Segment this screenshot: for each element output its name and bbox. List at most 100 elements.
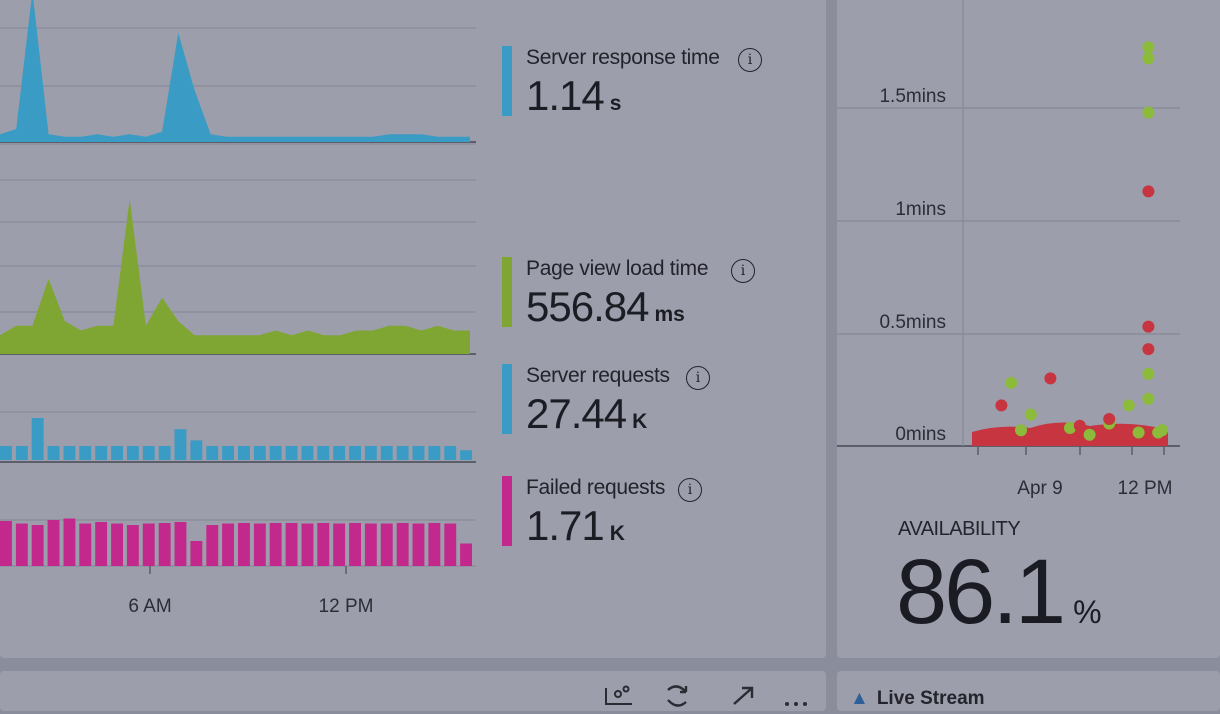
area-path <box>0 0 470 142</box>
info-icon[interactable]: i <box>678 478 702 502</box>
bar <box>79 446 92 460</box>
info-icon[interactable]: i <box>738 48 762 72</box>
bar <box>15 523 28 566</box>
more-icon[interactable] <box>782 684 812 714</box>
bar <box>380 523 393 566</box>
bar <box>142 446 155 460</box>
scatter-point <box>1064 422 1076 434</box>
duration-panel <box>837 0 1220 658</box>
bar <box>206 446 219 460</box>
scatter-y-label: 1mins <box>895 199 946 220</box>
scatter-y-label: 0.5mins <box>879 312 946 333</box>
bar <box>31 525 44 566</box>
bar <box>317 523 330 566</box>
expand-icon[interactable] <box>730 684 756 714</box>
scatter-icon[interactable] <box>604 684 634 714</box>
refresh-icon[interactable] <box>662 684 692 714</box>
bar <box>380 446 393 460</box>
scatter-point <box>1142 320 1155 333</box>
bar <box>111 446 123 460</box>
scatter-point <box>1015 424 1027 437</box>
metric-value: 556.84 ms <box>526 283 685 330</box>
availability-label: AVAILABILITY <box>898 518 1021 540</box>
metric-label: Failed requests <box>526 476 666 499</box>
bar <box>428 523 441 566</box>
bar <box>158 446 171 460</box>
time-axis-label: 12 PM <box>319 596 374 617</box>
page-view-load-time-area <box>0 198 470 354</box>
scatter-point <box>1142 367 1155 380</box>
bar <box>95 446 108 460</box>
metric-color-bar <box>502 364 512 434</box>
scatter-point <box>1142 392 1155 405</box>
live-stream-icon: ▲ <box>850 688 869 709</box>
bar <box>174 429 187 460</box>
bar <box>253 523 266 566</box>
scatter-point <box>1142 106 1155 119</box>
bar <box>460 450 472 460</box>
bar <box>301 446 314 460</box>
time-axis: 6 AM 12 PM <box>128 566 373 617</box>
bar <box>15 446 28 460</box>
bar <box>364 523 377 566</box>
scatter-point <box>1024 408 1037 421</box>
bar <box>428 446 441 460</box>
scatter-point <box>1122 399 1135 412</box>
bar <box>238 446 250 460</box>
metric-label: Server requests <box>526 364 670 387</box>
scatter-point <box>1073 419 1086 432</box>
metric-label: Server response time <box>526 46 720 69</box>
bar <box>63 446 76 460</box>
time-axis-label: 6 AM <box>128 596 171 617</box>
availability-value: 86.1% <box>896 541 1102 643</box>
bar <box>333 446 346 460</box>
bar <box>126 525 139 566</box>
bar <box>412 523 425 566</box>
bar <box>95 522 108 566</box>
live-stream-title[interactable]: ▲ Live Stream <box>850 688 985 710</box>
info-icon[interactable]: i <box>686 366 710 390</box>
scatter-x-axis: Apr 9 12 PM <box>977 446 1172 499</box>
scatter-point <box>995 399 1008 412</box>
bar <box>126 446 139 460</box>
metric-value: 1.14 s <box>526 72 622 119</box>
bar <box>396 446 409 460</box>
bar <box>174 522 187 566</box>
metrics-charts: 6 AM 12 PM <box>0 0 476 617</box>
bar <box>111 523 123 566</box>
bar <box>317 446 330 460</box>
scatter-y-axis: 1.5mins 1mins 0.5mins 0mins <box>879 86 946 445</box>
scatter-point <box>1083 428 1096 441</box>
bar <box>0 446 12 460</box>
bar <box>238 523 250 566</box>
live-stream-label: Live Stream <box>876 688 985 709</box>
scatter-point <box>1044 372 1057 385</box>
bar <box>333 523 346 566</box>
bar <box>349 446 361 460</box>
bar <box>206 525 219 566</box>
bar <box>444 446 457 460</box>
bar <box>396 523 409 566</box>
bar <box>285 523 298 566</box>
bar <box>364 446 377 460</box>
info-icon[interactable]: i <box>731 259 755 283</box>
scatter-point <box>1142 41 1155 54</box>
metric-color-bar <box>502 476 512 546</box>
bar <box>253 446 266 460</box>
bar <box>63 518 76 566</box>
area-path <box>0 198 470 354</box>
bar <box>444 523 457 566</box>
bar <box>301 523 314 566</box>
bar <box>79 523 92 566</box>
scatter-y-label: 1.5mins <box>879 86 946 107</box>
scatter-gridlines <box>837 0 1180 447</box>
scatter-y-label: 0mins <box>895 424 946 445</box>
bar <box>269 523 282 566</box>
bar <box>142 523 155 566</box>
bar <box>269 446 282 460</box>
bar <box>0 521 12 566</box>
bar <box>47 446 60 460</box>
scatter-point <box>1132 426 1145 439</box>
bar <box>190 541 203 566</box>
server-response-time-area <box>0 0 470 142</box>
